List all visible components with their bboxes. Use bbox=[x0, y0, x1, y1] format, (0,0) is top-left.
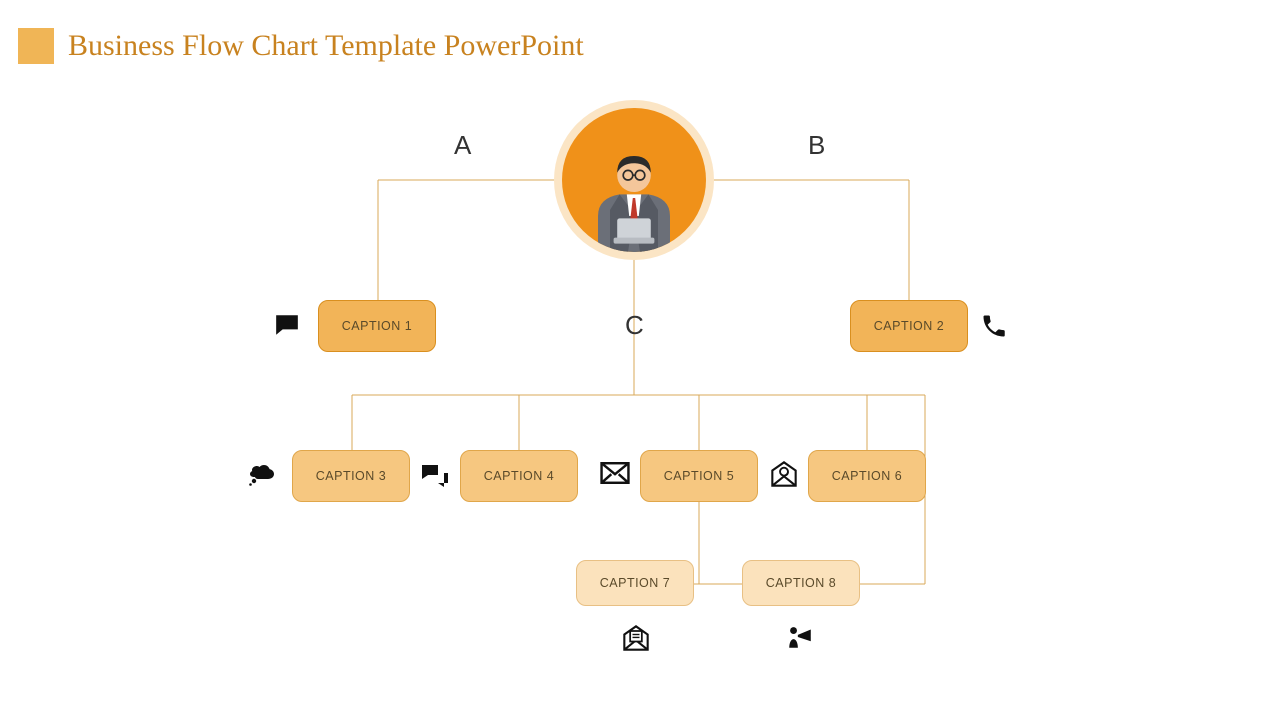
person-avatar bbox=[554, 100, 714, 260]
email-at-icon bbox=[770, 460, 800, 490]
caption-box-7: CAPTION 7 bbox=[576, 560, 694, 606]
caption-box-8: CAPTION 8 bbox=[742, 560, 860, 606]
phone-icon bbox=[980, 312, 1010, 342]
caption-2-label: CAPTION 2 bbox=[874, 319, 945, 333]
thought-bubble-icon bbox=[248, 462, 278, 492]
comment-icon bbox=[272, 312, 302, 342]
caption-box-2: CAPTION 2 bbox=[850, 300, 968, 352]
caption-5-label: CAPTION 5 bbox=[664, 469, 735, 483]
announce-icon bbox=[786, 624, 816, 654]
chat-icon bbox=[420, 462, 450, 492]
caption-6-label: CAPTION 6 bbox=[832, 469, 903, 483]
envelope-icon bbox=[600, 462, 630, 492]
caption-1-label: CAPTION 1 bbox=[342, 319, 413, 333]
caption-7-label: CAPTION 7 bbox=[600, 576, 671, 590]
caption-box-3: CAPTION 3 bbox=[292, 450, 410, 502]
caption-box-1: CAPTION 1 bbox=[318, 300, 436, 352]
caption-box-6: CAPTION 6 bbox=[808, 450, 926, 502]
caption-3-label: CAPTION 3 bbox=[316, 469, 387, 483]
businessman-icon bbox=[574, 132, 694, 252]
caption-4-label: CAPTION 4 bbox=[484, 469, 555, 483]
branch-label-c: C bbox=[625, 310, 644, 341]
caption-8-label: CAPTION 8 bbox=[766, 576, 837, 590]
branch-label-b: B bbox=[808, 130, 825, 161]
caption-box-5: CAPTION 5 bbox=[640, 450, 758, 502]
open-envelope-icon bbox=[622, 624, 652, 654]
caption-box-4: CAPTION 4 bbox=[460, 450, 578, 502]
branch-label-a: A bbox=[454, 130, 471, 161]
